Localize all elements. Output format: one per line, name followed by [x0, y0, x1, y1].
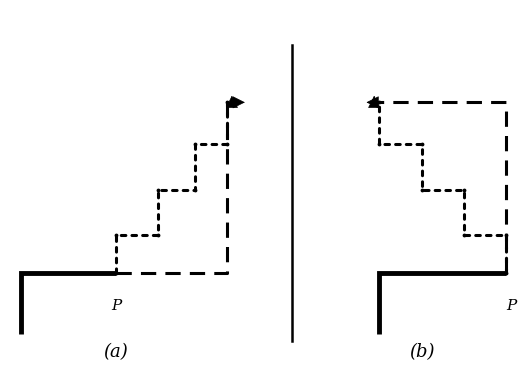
Text: P: P	[111, 299, 121, 313]
Text: (a): (a)	[104, 343, 128, 362]
Text: P: P	[506, 299, 516, 313]
Text: (b): (b)	[409, 343, 434, 362]
